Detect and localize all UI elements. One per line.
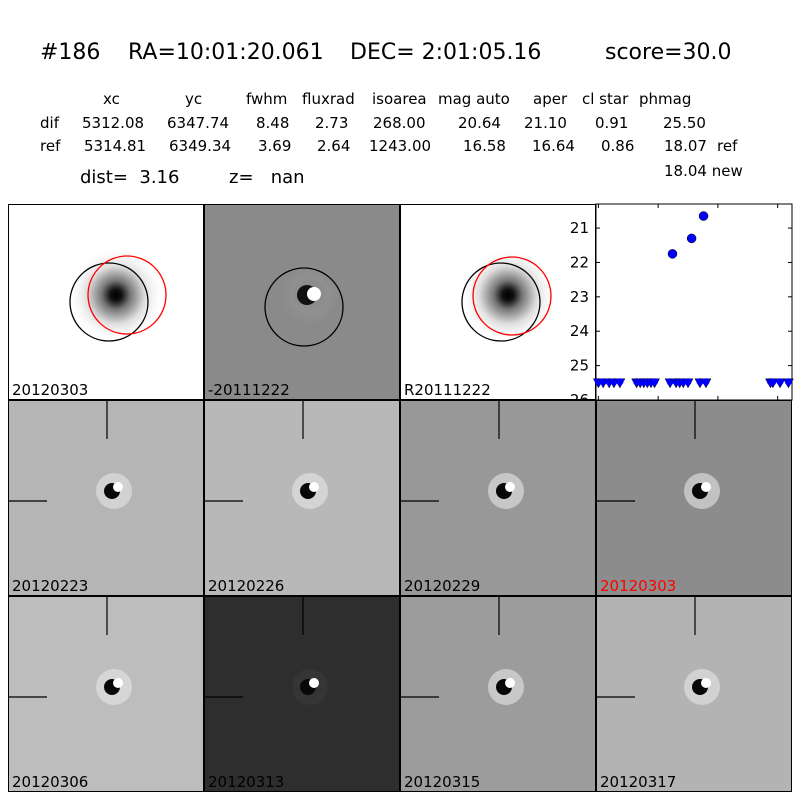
col-yc: yc — [185, 90, 203, 108]
upper-limit-dot — [684, 378, 692, 386]
upper-limit-dot — [776, 378, 784, 386]
col-isoarea: isoarea — [372, 90, 427, 108]
reference-image — [460, 247, 556, 343]
col-fwhm: fwhm — [246, 90, 288, 108]
table-cell: 6349.34 — [169, 137, 232, 155]
y-tick-label: 25 — [570, 357, 589, 375]
stamp-panel: 20120223 — [8, 400, 204, 596]
stamp-panel: 20120303 — [596, 400, 792, 596]
stamp-date-label: 20120229 — [404, 577, 481, 595]
stamp-panel: 20120313 — [204, 596, 400, 792]
table-cell: 21.10 — [524, 114, 567, 132]
stamp-date-label: 20120315 — [404, 773, 481, 791]
light-curve-plot: 212223242526050100150 — [570, 203, 794, 422]
ref-tag: ref — [717, 137, 738, 155]
source-bright-lobe — [113, 482, 123, 492]
stamp-date-label: 20120306 — [12, 773, 89, 791]
table-cell: 8.48 — [256, 114, 290, 132]
table-cell: 5314.81 — [84, 137, 147, 155]
stamp-date-label: 20120303 — [600, 577, 677, 595]
table-cell: 2.73 — [315, 114, 349, 132]
source-bright-lobe — [505, 678, 515, 688]
table-cell: 18.07 — [664, 137, 707, 155]
upper-limit-dot — [769, 378, 777, 386]
stamp-date-label: 20120317 — [600, 773, 677, 791]
dec-value: DEC= 2:01:05.16 — [350, 40, 542, 65]
difference-image-panel: -20111222 — [204, 204, 400, 400]
stamp-panel: 20120229 — [400, 400, 596, 596]
y-tick-label: 22 — [570, 253, 589, 271]
stamp-panel: 20120315 — [400, 596, 596, 792]
table-cell: 20.64 — [458, 114, 501, 132]
table-cell: 16.58 — [463, 137, 506, 155]
col-cl-star: cl star — [582, 90, 629, 108]
row-label: ref — [40, 137, 61, 155]
col-mag-auto: mag auto — [438, 90, 510, 108]
stamp-image — [401, 597, 524, 705]
upper-limit-dot — [702, 378, 710, 386]
new-phmag: 18.04 new — [664, 162, 743, 180]
table-cell: 2.64 — [317, 137, 351, 155]
source-bright-lobe — [309, 678, 319, 688]
panel-label: -20111222 — [208, 381, 290, 399]
table-cell: 16.64 — [532, 137, 575, 155]
stamp-image — [205, 597, 328, 705]
science-image — [68, 247, 167, 343]
stamp-panel: 20120317 — [596, 596, 792, 792]
stamp-panel: 20120306 — [8, 596, 204, 792]
table-cell: 6347.74 — [167, 114, 230, 132]
science-image-panel: 20120303 — [8, 204, 204, 400]
stamp-image — [205, 401, 328, 509]
detection-marker — [686, 233, 697, 244]
plot-frame — [595, 203, 793, 401]
stamp-image — [401, 401, 524, 509]
reference-image-panel: R20111222 — [400, 204, 596, 400]
table-cell: 0.86 — [601, 137, 635, 155]
col-xc: xc — [103, 90, 120, 108]
ra-value: RA=10:01:20.061 — [128, 40, 324, 65]
row-label: dif — [40, 114, 59, 132]
upper-limit-dot — [784, 378, 792, 386]
candidate-title: #186 RA=10:01:20.061 DEC= 2:01:05.16 sco… — [0, 40, 800, 72]
panel-label: 20120303 — [12, 381, 89, 399]
light-curve-chart: 212223242526050100150 — [570, 203, 794, 422]
panel-label: R20111222 — [404, 381, 491, 399]
col-aper: aper — [533, 90, 568, 108]
table-cell: 1243.00 — [369, 137, 432, 155]
z-value: z= nan — [229, 167, 305, 188]
source-bright-lobe — [701, 482, 711, 492]
stamp-image — [597, 401, 720, 509]
source-bright-lobe — [309, 482, 319, 492]
table-cell: 0.91 — [595, 114, 629, 132]
dist-value: dist= 3.16 — [80, 167, 180, 188]
stamp-image — [9, 597, 132, 705]
detection-marker — [667, 249, 678, 259]
y-tick-label: 21 — [570, 219, 589, 237]
difference-image — [264, 265, 344, 347]
table-cell: 25.50 — [663, 114, 706, 132]
col-fluxrad: fluxrad — [302, 90, 355, 108]
upper-limit-dot — [616, 378, 624, 386]
table-cell: 5312.08 — [82, 114, 145, 132]
source-bright-lobe — [505, 482, 515, 492]
table-cell: 268.00 — [373, 114, 426, 132]
candidate-id: #186 — [40, 40, 101, 65]
source-bright-lobe — [113, 678, 123, 688]
table-cell: 3.69 — [258, 137, 292, 155]
stamp-image — [9, 401, 132, 509]
stamp-date-label: 20120223 — [12, 577, 89, 595]
detection-marker — [698, 211, 709, 221]
source-bright-lobe — [701, 678, 711, 688]
stamp-panel: 20120226 — [204, 400, 400, 596]
col-phmag: phmag — [639, 90, 692, 108]
y-tick-label: 23 — [570, 288, 589, 306]
score-value: score=30.0 — [605, 40, 732, 65]
stamp-image — [597, 597, 720, 705]
y-tick-label: 24 — [570, 322, 589, 340]
upper-limit-dot — [651, 378, 659, 386]
stamp-date-label: 20120313 — [208, 773, 285, 791]
stamp-date-label: 20120226 — [208, 577, 285, 595]
